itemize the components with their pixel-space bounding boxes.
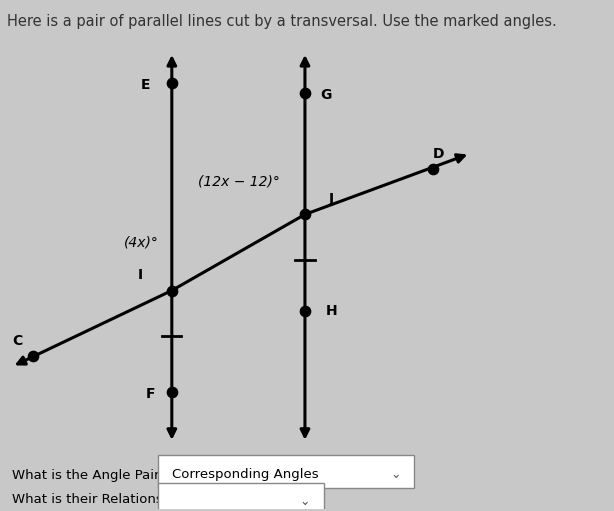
Text: What is their Relationship?: What is their Relationship? (12, 493, 190, 506)
Text: (4x)°: (4x)° (124, 236, 159, 249)
Text: E: E (141, 78, 150, 92)
Point (167, 287, 177, 295)
Text: D: D (432, 147, 444, 160)
Text: ⌄: ⌄ (391, 468, 401, 481)
FancyBboxPatch shape (158, 483, 324, 511)
Point (300, 307, 310, 315)
Text: ⌄: ⌄ (300, 495, 310, 508)
Point (167, 79, 177, 87)
Text: Corresponding Angles: Corresponding Angles (172, 468, 319, 481)
Text: G: G (321, 88, 332, 102)
FancyBboxPatch shape (158, 455, 414, 489)
Point (428, 165, 438, 173)
Text: What is the Angle Pair?: What is the Angle Pair? (12, 469, 166, 482)
Text: I: I (138, 268, 142, 282)
Point (28, 353, 38, 361)
Text: Here is a pair of parallel lines cut by a transversal. Use the marked angles.: Here is a pair of parallel lines cut by … (7, 14, 556, 29)
Point (167, 388, 177, 396)
Text: J: J (329, 192, 334, 206)
Text: (12x − 12)°: (12x − 12)° (198, 174, 281, 189)
Text: C: C (12, 334, 23, 348)
Text: F: F (146, 387, 155, 402)
Point (300, 211, 310, 219)
Point (300, 88, 310, 97)
Text: H: H (326, 304, 337, 318)
